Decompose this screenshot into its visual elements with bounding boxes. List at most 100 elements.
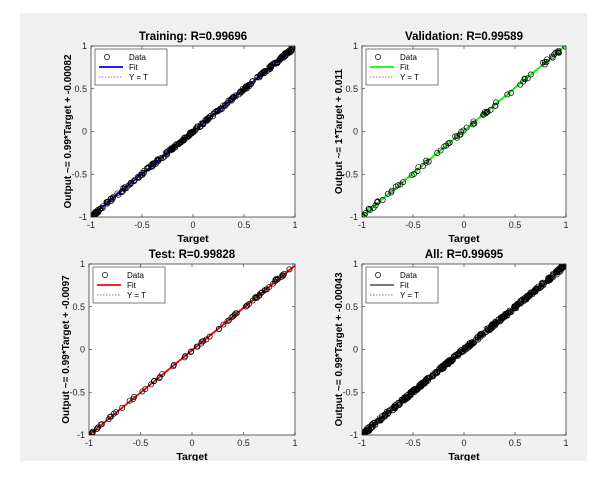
data-point — [459, 348, 466, 354]
y-tick-label: 0 — [353, 345, 358, 355]
data-point — [163, 149, 170, 156]
data-point — [403, 392, 410, 399]
x-tick-label: 1 — [563, 438, 568, 448]
data-point — [141, 170, 147, 176]
y-tick-label: -0.5 — [342, 387, 358, 397]
data-point — [498, 314, 505, 321]
data-point — [367, 425, 374, 432]
y-axis-label: Output ~= 0.99*Target + -0.0097 — [61, 275, 72, 424]
data-point — [281, 270, 288, 277]
data-point — [463, 124, 470, 131]
data-point — [104, 200, 111, 207]
data-point — [215, 326, 222, 333]
x-tick-label: -1 — [358, 438, 366, 448]
data-point — [170, 363, 177, 370]
data-point — [557, 268, 564, 275]
legend-label-data: Data — [127, 271, 144, 280]
fit-line — [89, 264, 295, 435]
data-point — [483, 109, 490, 116]
y-tick-label: 1 — [353, 41, 358, 51]
data-point — [178, 139, 185, 145]
x-tick-label: 1 — [292, 220, 297, 230]
data-point — [529, 289, 536, 296]
data-point — [170, 145, 177, 152]
data-point — [214, 108, 221, 115]
legend-label-data: Data — [400, 53, 417, 62]
x-axis-label: Target — [176, 451, 208, 461]
legend-data-marker — [102, 272, 108, 278]
data-point — [93, 425, 100, 432]
x-axis-label: Target — [448, 451, 480, 461]
data-point — [149, 162, 155, 169]
y-tick-label: -0.5 — [342, 169, 358, 179]
data-point — [402, 394, 409, 401]
data-point — [206, 333, 213, 340]
data-point — [91, 213, 96, 217]
data-point — [451, 353, 458, 360]
x-axis-label: Target — [177, 233, 209, 245]
data-point — [548, 53, 555, 60]
data-point — [396, 400, 403, 407]
data-point — [454, 133, 460, 139]
data-point — [389, 407, 396, 414]
legend-data-marker — [104, 54, 110, 60]
data-point — [396, 401, 403, 408]
data-point — [469, 121, 476, 128]
y-axis-label: Output ~= 0.99*Target + -0.00082 — [63, 54, 74, 208]
data-point — [493, 99, 499, 106]
data-point — [159, 370, 166, 377]
y-tick-label: 1 — [80, 259, 85, 269]
data-point — [391, 404, 398, 411]
data-point — [232, 310, 239, 317]
data-point — [89, 429, 96, 435]
data-point — [245, 81, 252, 88]
legend-label-identity: Y = T — [400, 73, 419, 82]
legend-label-data: Data — [400, 271, 417, 280]
plot-content — [91, 46, 295, 217]
data-point — [222, 102, 228, 109]
data-point — [241, 86, 248, 93]
data-point — [409, 388, 416, 395]
y-tick-label: -0.5 — [69, 387, 85, 397]
data-point — [274, 276, 280, 283]
data-point — [270, 280, 277, 287]
data-point — [476, 333, 483, 339]
data-point — [472, 336, 479, 343]
data-point — [446, 139, 453, 146]
data-point — [289, 46, 295, 51]
data-point — [464, 342, 471, 349]
data-point — [504, 309, 511, 316]
y-tick-label: 1 — [353, 259, 358, 269]
data-point — [274, 60, 281, 67]
data-point — [478, 331, 485, 337]
panel-title: Training: R=0.99696 — [139, 31, 247, 43]
data-point — [527, 71, 534, 78]
x-tick-label: 1 — [292, 438, 297, 448]
data-point — [107, 413, 114, 420]
x-tick-label: 0.5 — [509, 438, 522, 448]
data-point — [437, 147, 444, 154]
data-point — [156, 375, 163, 381]
data-point — [562, 264, 566, 267]
data-point — [212, 108, 219, 115]
data-point — [521, 75, 528, 82]
data-point — [492, 102, 499, 109]
data-point — [456, 349, 463, 356]
data-point — [257, 71, 264, 78]
data-point — [362, 214, 366, 217]
data-point — [374, 199, 381, 206]
data-point — [150, 161, 157, 168]
data-point — [242, 303, 249, 310]
legend-label-identity: Y = T — [400, 291, 419, 300]
data-point — [261, 67, 268, 74]
data-point — [455, 352, 462, 359]
data-point — [423, 378, 430, 385]
data-point — [154, 156, 161, 163]
y-tick-label: 0.5 — [72, 302, 85, 312]
data-point — [534, 283, 541, 290]
data-point — [549, 54, 556, 61]
data-point — [447, 358, 454, 365]
data-point — [110, 410, 117, 417]
